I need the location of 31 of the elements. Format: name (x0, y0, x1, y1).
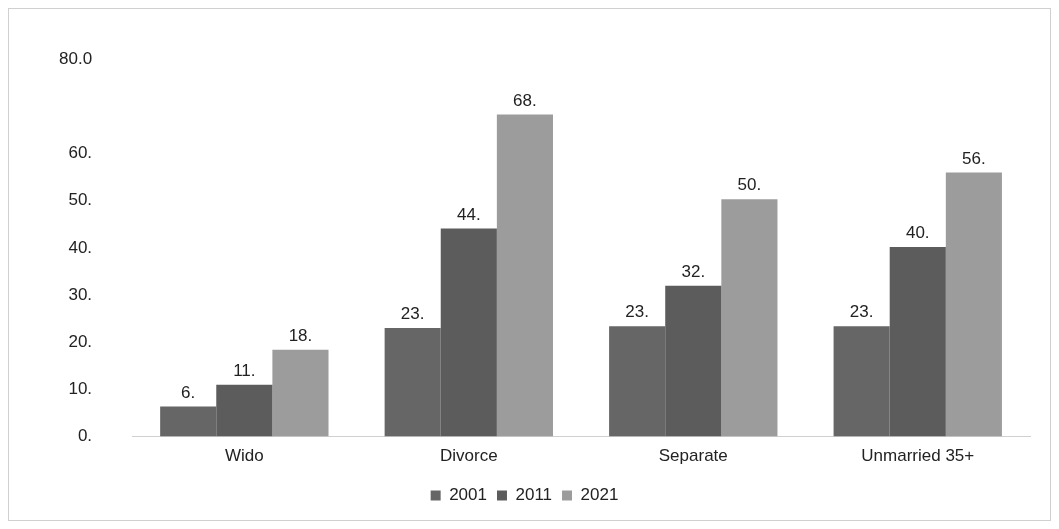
data-label: 6. (181, 382, 196, 402)
data-label: 68. (513, 90, 537, 110)
legend-label: 2001 (449, 485, 487, 505)
x-tick-label: Wido (224, 446, 264, 466)
x-tick-label: Divorce (439, 446, 498, 466)
x-tick-label: Separate (658, 446, 728, 466)
y-tick-label: 50. (68, 190, 93, 210)
y-tick-label: 10. (68, 379, 93, 399)
data-label: 11. (233, 360, 256, 380)
y-tick-label: 80.0 (58, 48, 93, 68)
data-label: 23. (400, 304, 425, 324)
data-label: 18. (288, 325, 313, 345)
y-tick-label: 30. (68, 284, 93, 304)
y-tick-label: 40. (68, 237, 93, 257)
y-tick-label: 20. (68, 331, 93, 351)
data-label: 23. (849, 302, 874, 322)
data-label: 50. (737, 175, 762, 195)
bar (721, 199, 778, 437)
data-label: 44. (456, 204, 481, 224)
data-label: 40. (905, 223, 930, 243)
data-label: 23. (625, 302, 649, 322)
legend-label: 2011 (515, 485, 553, 505)
bar (272, 349, 329, 437)
y-tick-label: 60. (68, 143, 93, 163)
bar (496, 114, 553, 437)
data-label: 56. (962, 148, 986, 168)
data-label: 32. (681, 261, 706, 281)
legend-label: 2021 (580, 485, 619, 505)
x-tick-label: Unmarried 35+ (861, 446, 975, 466)
bar (945, 172, 1002, 437)
y-tick-label: 0. (77, 426, 93, 446)
